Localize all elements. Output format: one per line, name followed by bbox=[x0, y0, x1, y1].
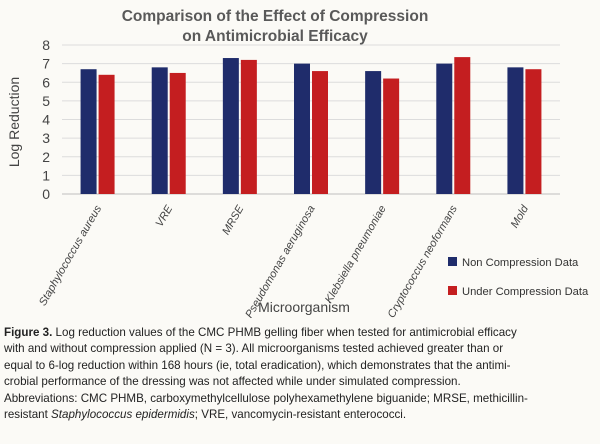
bar-non-compression bbox=[222, 58, 239, 194]
caption-line-3: equal to 6-log reduction within 168 hour… bbox=[4, 358, 511, 372]
y-tick-label: 7 bbox=[42, 56, 50, 72]
legend-swatch bbox=[448, 257, 457, 266]
bar-under-compression bbox=[98, 74, 115, 194]
bar-non-compression bbox=[436, 63, 453, 194]
caption-line-6c: ; VRE, vancomycin-resistant enterococci. bbox=[194, 408, 407, 422]
bar-non-compression bbox=[151, 67, 168, 194]
figure-caption: Figure 3. Log reduction values of the CM… bbox=[4, 325, 594, 423]
y-tick-label: 8 bbox=[42, 37, 50, 53]
y-tick-label: 4 bbox=[42, 112, 50, 128]
y-tick-label: 5 bbox=[42, 93, 50, 109]
gridlines bbox=[62, 44, 560, 195]
bar-under-compression bbox=[240, 59, 257, 195]
x-tick-label: MRSE bbox=[220, 203, 247, 237]
legend-swatch bbox=[448, 286, 457, 295]
bar-under-compression bbox=[525, 69, 542, 194]
caption-line-2: with and without compression applied (N … bbox=[4, 342, 504, 356]
x-tick-label: VRE bbox=[154, 203, 176, 229]
caption-label: Figure 3. bbox=[4, 326, 53, 339]
x-axis-label: Microorganism bbox=[258, 299, 350, 315]
bar-under-compression bbox=[312, 71, 328, 194]
legend-label: Non Compression Data bbox=[462, 257, 579, 269]
caption-line-4: crobial performance of the dressing was … bbox=[4, 375, 461, 389]
y-tick-labels: 0 1 2 3 4 5 6 7 8 bbox=[42, 37, 50, 202]
bar-non-compression bbox=[507, 67, 524, 194]
y-tick-label: 6 bbox=[42, 74, 50, 90]
bar-non-compression bbox=[294, 63, 310, 194]
caption-line-6a: resistant bbox=[4, 408, 52, 422]
y-tick-label: 1 bbox=[42, 167, 50, 183]
bar-under-compression bbox=[383, 78, 400, 194]
caption-line-1: Log reduction values of the CMC PHMB gel… bbox=[52, 326, 517, 339]
caption-line-6-species: Staphylococcus epidermidis bbox=[51, 408, 195, 422]
bars bbox=[80, 57, 542, 195]
legend: Non Compression Data Under Compression Da… bbox=[448, 257, 589, 298]
x-tick-label: Staphylococcus aureus bbox=[37, 203, 105, 308]
y-axis-label: Log Reduction bbox=[6, 77, 22, 167]
y-tick-label: 2 bbox=[42, 149, 50, 165]
bar-non-compression bbox=[365, 71, 382, 194]
bar-under-compression bbox=[454, 57, 471, 195]
x-tick-label: Mold bbox=[509, 203, 532, 230]
caption-line-5: Abbreviations: CMC PHMB, carboxymethylce… bbox=[4, 391, 528, 405]
bar-non-compression bbox=[80, 69, 97, 194]
chart-title-line-1: Comparison of the Effect of Compression bbox=[122, 8, 429, 25]
chart-title-line-2: on Antimicrobial Efficacy bbox=[182, 28, 368, 45]
y-tick-label: 0 bbox=[42, 186, 50, 202]
y-tick-label: 3 bbox=[42, 130, 50, 146]
legend-label: Under Compression Data bbox=[462, 286, 589, 298]
bar-under-compression bbox=[169, 72, 186, 194]
x-tick-label: Klebsiella pneumoniae bbox=[323, 204, 389, 306]
